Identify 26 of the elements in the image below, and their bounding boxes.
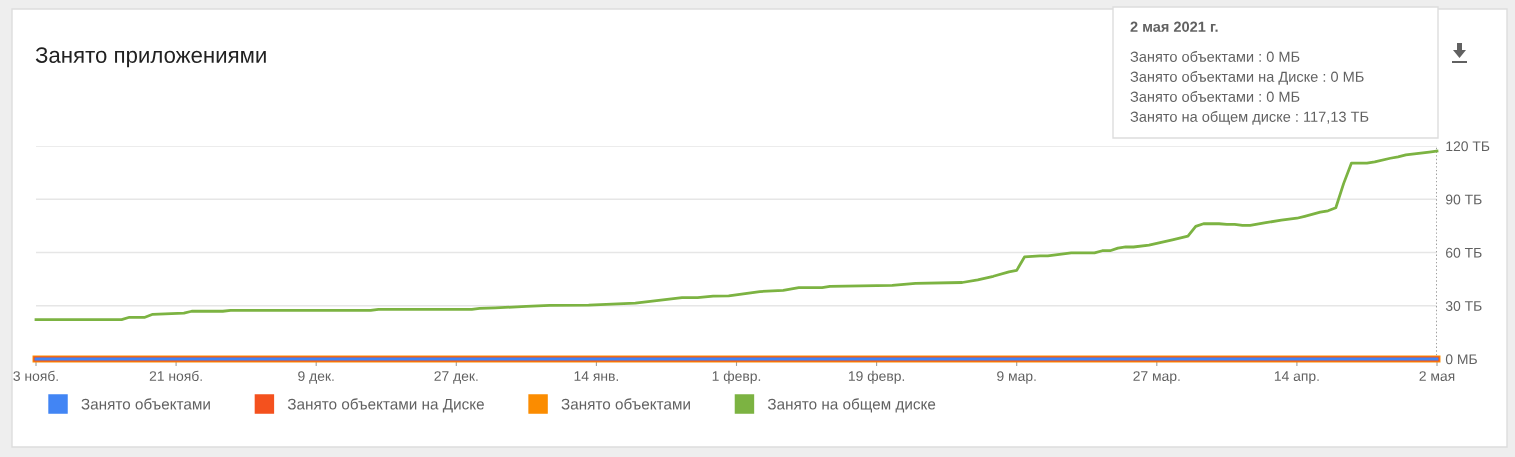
x-tick-label: 14 янв.	[574, 371, 618, 381]
legend-label: Занято объектами	[561, 398, 690, 410]
y-tick-label: 60 ТБ	[1446, 247, 1482, 258]
x-tick-label: 19 февр.	[848, 370, 905, 384]
x-tick-label: 1 февр.	[712, 370, 761, 384]
y-tick-label: 0 МБ	[1445, 354, 1477, 365]
y-tick-label: 30 ТБ	[1445, 301, 1482, 311]
chart-title: Занято приложениями	[35, 47, 266, 68]
text: Занято на общем диске : 117,13 ТБ	[1130, 111, 1369, 125]
x-tick-label: 2 мая	[1419, 371, 1455, 382]
x-tick-label: 14 апр.	[1274, 371, 1319, 384]
x-tick-label: 9 мар.	[997, 371, 1036, 384]
x-tick-label: 9 дек.	[298, 371, 334, 384]
legend-label: Занято на общем диске	[767, 398, 936, 413]
text: Занято объектами на Диске : 0 МБ	[1130, 71, 1364, 85]
x-tick-label: 3 нояб.	[13, 370, 58, 382]
y-tick-label: 120 ТБ	[1446, 141, 1490, 152]
text: 2 мая 2021 г.	[1130, 21, 1218, 32]
x-tick-label: 27 мар.	[1133, 371, 1180, 384]
legend-label: Занято объектами	[81, 398, 210, 410]
legend-label: Занято объектами на Диске	[287, 398, 484, 413]
x-tick-label: 21 нояб.	[149, 370, 202, 382]
text: Занято объектами : 0 МБ	[1130, 91, 1300, 102]
text: Занято объектами : 0 МБ	[1130, 51, 1300, 62]
y-tick-label: 90 ТБ	[1445, 194, 1482, 205]
x-tick-label: 27 дек.	[434, 371, 478, 384]
